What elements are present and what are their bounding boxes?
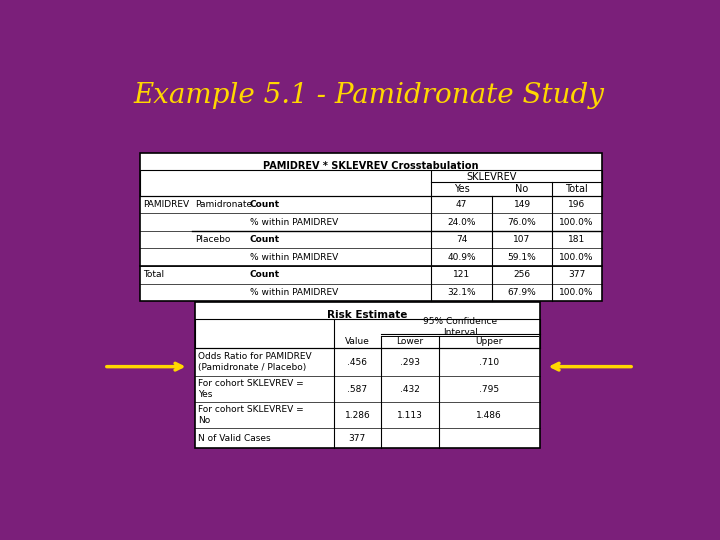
Text: .456: .456: [347, 357, 367, 367]
Bar: [140, 153, 601, 301]
Text: For cohort SKLEVREV =
No: For cohort SKLEVREV = No: [198, 405, 303, 426]
Text: 196: 196: [568, 200, 585, 209]
Text: 377: 377: [568, 271, 585, 279]
Text: .795: .795: [479, 384, 499, 394]
Text: PAMIDREV * SKLEVREV Crosstabulation: PAMIDREV * SKLEVREV Crosstabulation: [264, 161, 479, 171]
Bar: [140, 153, 601, 301]
Text: 181: 181: [568, 235, 585, 244]
Text: N of Valid Cases: N of Valid Cases: [198, 434, 270, 443]
Text: % within PAMIDREV: % within PAMIDREV: [250, 253, 338, 262]
Text: Example 5.1 - Pamidronate Study: Example 5.1 - Pamidronate Study: [134, 82, 604, 109]
Bar: [194, 302, 539, 448]
Text: 100.0%: 100.0%: [559, 288, 594, 297]
Text: % within PAMIDREV: % within PAMIDREV: [250, 218, 338, 227]
Text: 149: 149: [513, 200, 531, 209]
Text: 67.9%: 67.9%: [508, 288, 536, 297]
Bar: [140, 170, 601, 195]
Text: 107: 107: [513, 235, 531, 244]
Text: 40.9%: 40.9%: [447, 253, 476, 262]
Text: For cohort SKLEVREV =
Yes: For cohort SKLEVREV = Yes: [198, 379, 303, 399]
Text: Odds Ratio for PAMIDREV
(Pamidronate / Placebo): Odds Ratio for PAMIDREV (Pamidronate / P…: [198, 352, 311, 372]
Text: Placebo: Placebo: [195, 235, 231, 244]
Text: Risk Estimate: Risk Estimate: [327, 309, 408, 320]
Text: Total: Total: [143, 271, 165, 279]
Text: 59.1%: 59.1%: [508, 253, 536, 262]
Text: 100.0%: 100.0%: [559, 253, 594, 262]
Text: Count: Count: [250, 271, 280, 279]
Bar: [194, 302, 539, 448]
Text: 1.113: 1.113: [397, 411, 423, 420]
Text: .293: .293: [400, 357, 420, 367]
Text: 100.0%: 100.0%: [559, 218, 594, 227]
Text: Pamidronate: Pamidronate: [195, 200, 253, 209]
Text: 256: 256: [513, 271, 531, 279]
Text: No: No: [516, 184, 528, 194]
Text: Total: Total: [565, 184, 588, 194]
Bar: [194, 319, 539, 348]
Text: 1.486: 1.486: [476, 411, 502, 420]
Text: % within PAMIDREV: % within PAMIDREV: [250, 288, 338, 297]
Text: 74: 74: [456, 235, 467, 244]
Text: .587: .587: [347, 384, 367, 394]
Text: 377: 377: [348, 434, 366, 443]
Text: SKLEVREV: SKLEVREV: [467, 172, 517, 182]
Text: 76.0%: 76.0%: [508, 218, 536, 227]
Text: 95% Confidence
Interval: 95% Confidence Interval: [423, 317, 497, 337]
Text: 24.0%: 24.0%: [447, 218, 476, 227]
Text: 47: 47: [456, 200, 467, 209]
Text: Value: Value: [345, 337, 370, 346]
Text: Lower: Lower: [396, 337, 423, 346]
Text: 1.286: 1.286: [344, 411, 370, 420]
Text: 121: 121: [453, 271, 470, 279]
Text: PAMIDREV: PAMIDREV: [143, 200, 189, 209]
Text: Yes: Yes: [454, 184, 469, 194]
Text: .432: .432: [400, 384, 420, 394]
Text: 32.1%: 32.1%: [447, 288, 476, 297]
Text: Count: Count: [250, 235, 280, 244]
Text: .710: .710: [479, 357, 499, 367]
Text: Upper: Upper: [475, 337, 503, 346]
Text: Count: Count: [250, 200, 280, 209]
